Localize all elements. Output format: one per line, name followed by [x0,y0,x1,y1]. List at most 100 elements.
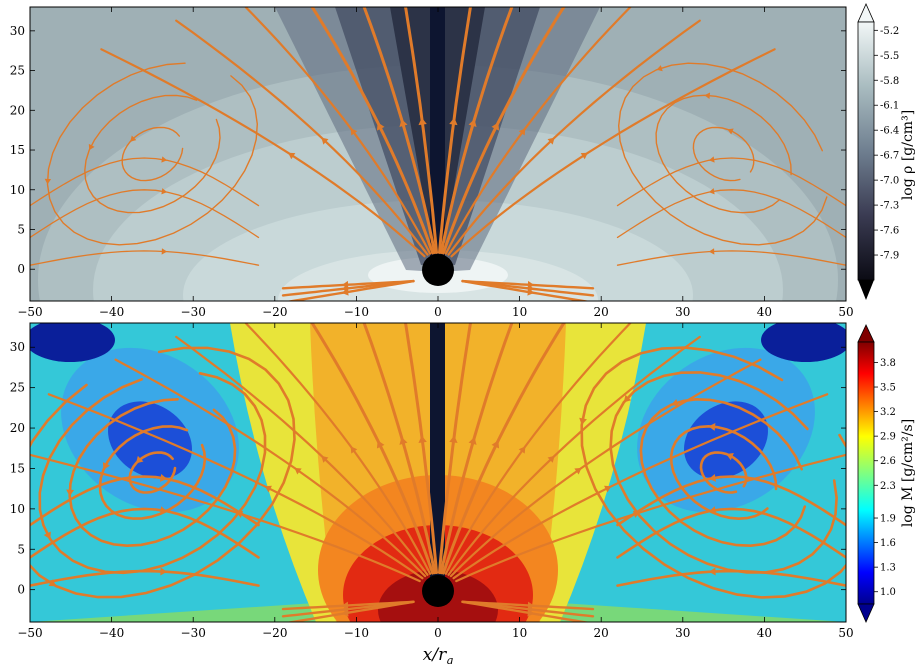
colorbar-tick-label: 2.6 [880,456,896,467]
streamline-arrow [726,452,734,461]
colorbar-tick-label: -5.8 [880,76,899,87]
x-tick-label: −20 [262,305,287,319]
x-tick-label: 0 [434,626,442,640]
massflux-jet-axis [430,323,445,583]
y-tick-label: 5 [17,222,25,236]
streamline [609,371,838,574]
density-panel [30,7,846,301]
streamline-arrow [704,92,711,99]
streamline [580,346,846,599]
streamline-arrow [527,608,535,617]
x-tick-label: 30 [675,626,690,640]
streamline [175,19,429,256]
streamline-arrow [580,152,588,160]
massflux-colorbar-body [857,341,875,605]
colorbar-tick-label: 1.9 [880,514,896,525]
colorbar-tick-label: -7.9 [880,251,899,262]
streamline [310,7,435,255]
streamline [616,250,846,266]
colorbar-tick-label: 3.5 [880,383,896,394]
streamline-arrow [399,119,408,128]
y-tick-label: 20 [10,421,25,435]
x-tick-label: 20 [594,626,609,640]
streamline-arrow [159,473,168,482]
massflux-colorbar: 3.8 3.5 3.2 2.9 2.6 2.3 1.9 1.6 1.3 1.0 log M [g/… [857,324,916,623]
density-jet-axis [430,7,445,257]
streamline-arrow [491,440,500,449]
streamline-arrow [708,422,716,431]
massflux-colorbar-ticks: 3.8 3.5 3.2 2.9 2.6 2.3 1.9 1.6 1.3 1.0 [874,358,896,598]
streamline-arrow [449,117,458,126]
streamline [616,475,846,527]
massflux-colorbar-bottom-arrow [857,603,875,623]
streamline-arrow [727,128,734,135]
streamline [285,279,415,301]
streamline [30,346,296,599]
streamline-arrow [708,156,715,163]
streamline-arrow [418,435,427,443]
y-tick-label: 15 [10,461,25,475]
y-tick-label: 0 [17,262,25,276]
streamline [46,62,259,246]
streamline-arrow [518,128,526,136]
streamline [244,7,432,255]
streamline [616,507,846,559]
streamline [47,393,424,580]
streamline [461,600,595,618]
x-tick-label: −50 [17,305,42,319]
streamline-arrow [418,117,427,126]
streamline [30,475,260,527]
streamline [438,7,472,254]
streamline-arrow [708,506,717,515]
x-tick-label: 10 [512,626,527,640]
x-axis-label-sub: g [446,654,453,664]
colorbar-tick-label: -6.7 [880,151,899,162]
density-colorbar-label: log ρ [g/cm³] [900,110,916,200]
streamline-arrow [161,156,168,163]
streamline [441,323,566,575]
streamline-arrow [579,417,587,425]
streamline-arrow [43,531,51,540]
massflux-vortex-left-inner [108,401,192,479]
streamline [439,7,514,254]
streamline-arrow [708,248,715,255]
streamline-arrow [48,579,57,587]
x-tick-label: −50 [17,626,42,640]
colorbar-tick-label: -5.5 [880,51,899,62]
massflux-colorbar-label: log M [g/cm²/s] [900,419,916,527]
streamline-arrow [547,455,555,463]
y-tick-label: 10 [10,502,25,516]
y-tick-label: 5 [17,542,25,556]
streamline-arrow [604,485,612,493]
streamline-arrow [130,135,137,142]
streamline-arrow [656,65,663,72]
y-tick-label: 10 [10,183,25,197]
streamline-arrow [376,440,385,449]
streamline [461,279,591,301]
density-axes: −50 −40 −30 −20 −10 0 10 20 30 40 50 0 5 10 15 20 25 30 [10,7,854,319]
x-axis-label-main: x/r [423,645,447,664]
streamline-arrow [341,288,349,296]
colorbar-tick-label: -5.2 [880,26,899,37]
streamline-arrow [161,188,168,195]
streamline [362,7,437,254]
massflux-panel [30,323,846,622]
x-tick-label: 10 [512,305,527,319]
streamline [285,600,415,622]
streamline [699,451,748,494]
streamline-arrow [623,394,632,403]
streamline [639,397,807,548]
massflux-corner-left [30,323,115,362]
streamline [128,451,177,494]
y-tick-label: 0 [17,583,25,597]
colorbar-tick-label: -7.0 [880,176,899,187]
streamline-arrow [574,467,582,475]
black-hole-icon [422,575,454,607]
streamline [616,569,846,587]
colorbar-tick-label: -7.6 [880,226,899,237]
streamline [441,7,566,255]
massflux-axes: −50 −40 −30 −20 −10 0 10 20 30 40 50 0 5 10 15 20 25 30 [10,323,854,640]
streamline-arrow [102,462,110,470]
streamline [403,323,438,574]
x-tick-label: −30 [181,626,206,640]
